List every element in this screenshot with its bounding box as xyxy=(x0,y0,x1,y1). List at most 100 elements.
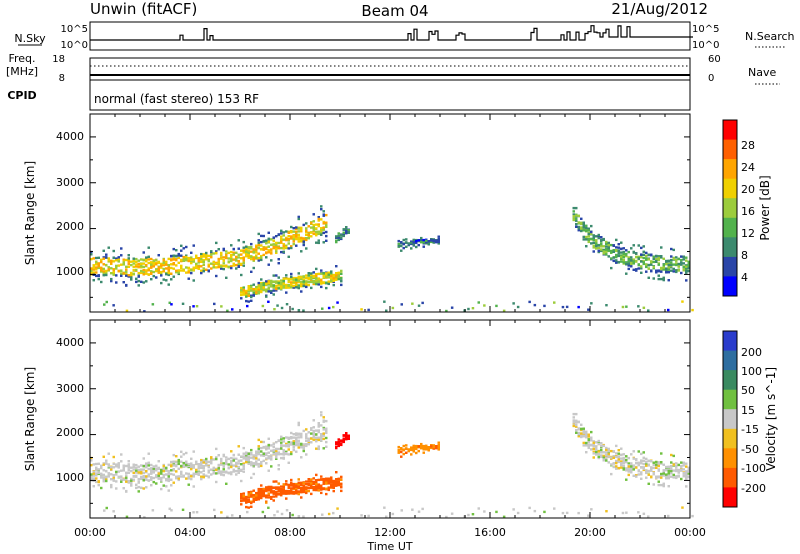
velocity-ytick-1000: 1000 xyxy=(56,471,84,484)
velocity-cell xyxy=(250,453,253,456)
velocity-cell xyxy=(582,435,585,438)
velocity-cell xyxy=(217,471,220,475)
power-cell xyxy=(312,282,315,286)
velocity-cell xyxy=(267,446,270,449)
power-cell xyxy=(660,255,663,258)
nave-tick-top: 60 xyxy=(708,54,721,65)
velocity-cell xyxy=(300,435,303,438)
velocity-cell xyxy=(685,475,688,479)
power-cell xyxy=(302,281,305,284)
velocity-cell xyxy=(615,461,618,465)
power-cell xyxy=(642,245,645,248)
velocity-cell xyxy=(257,487,260,491)
power-cell xyxy=(327,276,330,279)
power-cell xyxy=(172,262,175,265)
velocity-cell xyxy=(127,468,130,472)
velocity-cell xyxy=(630,465,633,468)
velocity-cell xyxy=(275,493,278,496)
velocity-cell xyxy=(287,486,290,490)
velocity-cell xyxy=(242,497,245,500)
velocity-colorbar-segment xyxy=(723,487,737,508)
velocity-cell xyxy=(305,435,308,438)
power-cell xyxy=(107,268,110,271)
velocity-cell xyxy=(292,482,295,486)
power-cell xyxy=(302,275,305,279)
velocity-cell xyxy=(575,431,578,434)
velocity-cell xyxy=(107,465,110,468)
velocity-cell xyxy=(265,445,268,448)
velocity-cell xyxy=(152,476,155,480)
power-cell xyxy=(287,286,290,289)
velocity-cell xyxy=(312,487,315,490)
velocity-cell xyxy=(582,444,585,447)
power-cell xyxy=(657,277,660,281)
power-cell xyxy=(305,233,308,236)
velocity-cell xyxy=(92,485,95,488)
power-cell xyxy=(245,251,248,254)
power-cell xyxy=(402,246,405,250)
velocity-cell xyxy=(225,456,228,459)
power-cell xyxy=(345,232,348,235)
velocity-cell xyxy=(630,453,633,456)
velocity-cell xyxy=(267,493,270,497)
power-cell xyxy=(247,300,250,303)
velocity-cell xyxy=(165,469,168,472)
velocity-cell xyxy=(182,464,185,468)
velocity-cell xyxy=(127,481,130,484)
power-cell xyxy=(192,279,195,282)
velocity-cell xyxy=(415,447,418,451)
power-cell xyxy=(312,274,315,278)
velocity-cell xyxy=(275,452,278,455)
power-cell xyxy=(302,223,305,227)
power-cell xyxy=(160,270,163,274)
power-cell xyxy=(662,278,665,282)
velocity-cell xyxy=(250,448,253,452)
velocity-cell xyxy=(285,483,288,486)
power-cell xyxy=(383,300,386,303)
velocity-cell xyxy=(302,515,305,518)
velocity-cell xyxy=(190,464,193,467)
power-cell xyxy=(270,252,273,255)
velocity-cell xyxy=(280,435,283,438)
velocity-cell xyxy=(150,463,153,467)
velocity-cell xyxy=(257,452,260,456)
velocity-cell xyxy=(592,441,595,444)
power-cell xyxy=(125,258,128,262)
velocity-cell xyxy=(662,472,665,475)
power-cell xyxy=(115,274,118,277)
power-cell xyxy=(582,225,585,228)
velocity-cell xyxy=(165,473,168,476)
velocity-cell xyxy=(680,477,683,481)
power-cell xyxy=(625,305,628,308)
power-cell xyxy=(417,239,420,242)
power-cell xyxy=(202,263,205,266)
power-cell xyxy=(402,242,405,246)
velocity-cell xyxy=(590,430,593,434)
power-cell xyxy=(135,260,138,264)
velocity-cell xyxy=(240,468,243,472)
power-cell xyxy=(277,258,280,261)
power-cell xyxy=(330,275,333,278)
power-cell xyxy=(665,259,668,263)
power-cell xyxy=(202,253,205,256)
power-cell xyxy=(207,259,210,263)
velocity-cell xyxy=(647,515,650,518)
velocity-cell xyxy=(437,441,440,444)
velocity-cell xyxy=(225,461,228,464)
power-cell xyxy=(632,260,635,263)
velocity-cell xyxy=(237,469,240,472)
velocity-cell xyxy=(267,455,270,458)
velocity-cell xyxy=(160,472,163,475)
velocity-cell xyxy=(300,496,303,499)
velocity-cell xyxy=(232,457,235,460)
power-scatter xyxy=(90,205,694,313)
power-cell xyxy=(237,239,240,242)
power-cell xyxy=(257,286,260,289)
power-cell xyxy=(272,274,275,277)
velocity-cell xyxy=(280,452,283,456)
power-cell xyxy=(635,252,638,255)
power-cell xyxy=(260,285,263,288)
power-cell xyxy=(322,274,325,277)
velocity-cell xyxy=(282,490,285,493)
velocity-cell xyxy=(317,486,320,490)
